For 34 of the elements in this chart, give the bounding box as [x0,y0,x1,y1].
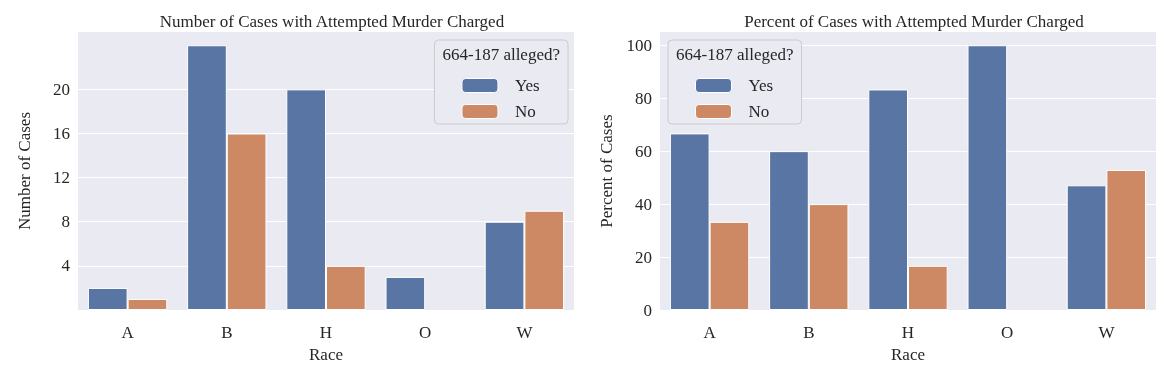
x-tick-label: H [319,323,333,342]
y-tick-label: 16 [53,123,70,143]
legend-label: Yes [748,76,774,95]
y-tick-label: 60 [635,141,652,161]
x-tick-label: A [121,323,135,342]
chart-title: Number of Cases with Attempted Murder Charged [159,12,505,31]
legend-title: 664-187 alleged? [676,45,794,64]
legend-label: No [514,102,536,121]
x-axis-title: Race [891,345,925,364]
y-tick-label: 4 [61,256,71,276]
y-tick-label: 100 [626,35,652,55]
y-tick-label: 12 [53,168,70,188]
x-tick-label: B [803,323,815,342]
y-tick-label: 8 [61,212,70,232]
y-axis-title: Percent of Cases [597,114,616,228]
x-tick-label: O [419,323,432,342]
x-tick-label: W [516,323,534,342]
legend-label: No [748,102,770,121]
y-tick-label: 0 [643,300,652,320]
x-tick-label: H [901,323,915,342]
x-tick-label: O [1001,323,1014,342]
x-tick-label: B [221,323,233,342]
y-tick-label: 20 [635,247,652,267]
x-axis-title: Race [309,345,343,364]
legend-label: Yes [514,76,540,95]
x-tick-label: W [1098,323,1116,342]
chart-title: Percent of Cases with Attempted Murder Charged [744,12,1085,31]
x-tick-label: A [703,323,717,342]
y-tick-label: 40 [635,194,652,214]
y-axis-title: Number of Cases [15,111,34,231]
legend-title: 664-187 alleged? [442,45,560,64]
y-tick-label: 20 [53,79,70,99]
bar [385,276,426,310]
y-tick-label: 80 [635,88,652,108]
